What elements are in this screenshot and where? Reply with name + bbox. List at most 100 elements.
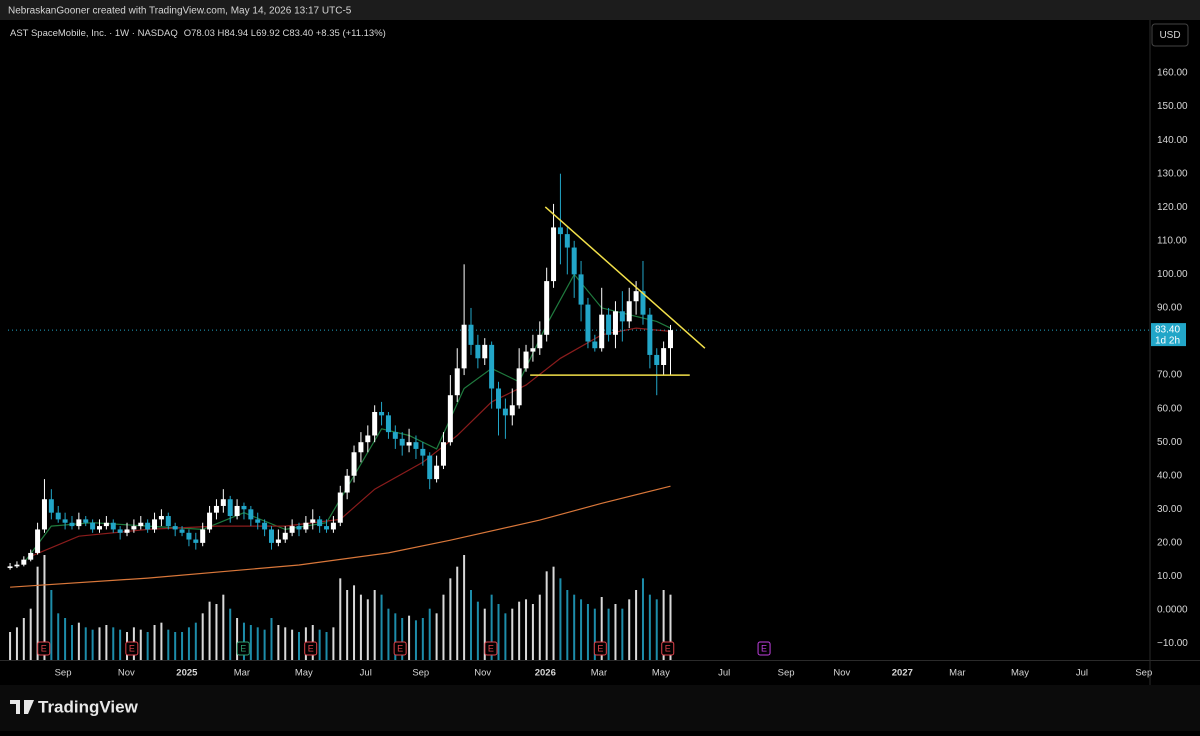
x-tick-label: Sep bbox=[1135, 668, 1152, 679]
volume-bar bbox=[284, 627, 287, 660]
candle-body bbox=[21, 559, 27, 565]
volume-bar bbox=[621, 608, 624, 660]
candle-body bbox=[379, 411, 385, 416]
candle-body bbox=[585, 304, 591, 342]
event-label: E bbox=[597, 643, 603, 653]
candle-body bbox=[7, 566, 13, 569]
y-tick-label: 100.00 bbox=[1157, 269, 1188, 280]
volume-bar bbox=[36, 566, 39, 660]
candle-body bbox=[564, 234, 570, 248]
currency-button[interactable] bbox=[1151, 23, 1189, 47]
y-tick-label: −10.00 bbox=[1157, 638, 1188, 649]
volume-bar bbox=[325, 632, 328, 660]
candle-body bbox=[241, 505, 247, 510]
x-tick-label: Mar bbox=[949, 668, 965, 679]
volume-bar bbox=[614, 604, 617, 660]
y-tick-label: 140.00 bbox=[1157, 135, 1188, 146]
candle-body bbox=[55, 512, 61, 520]
x-tick-label: Sep bbox=[778, 668, 795, 679]
trendline bbox=[544, 206, 706, 349]
brand: TradingView bbox=[38, 697, 139, 716]
candle-body bbox=[454, 368, 460, 396]
symbol: AST SpaceMobile, Inc. · 1W · NASDAQ bbox=[10, 28, 178, 39]
volume-bar bbox=[566, 590, 569, 660]
volume-bar bbox=[580, 599, 583, 660]
volume-bar bbox=[490, 594, 493, 660]
candle-body bbox=[48, 499, 54, 513]
x-tick-label: Mar bbox=[591, 668, 607, 679]
candle-body bbox=[83, 519, 89, 523]
candle-body bbox=[296, 526, 302, 530]
volume-bar bbox=[504, 613, 507, 660]
volume-bar bbox=[318, 629, 321, 660]
candle-body bbox=[496, 388, 502, 409]
volume-bar bbox=[22, 618, 25, 660]
volume-bar bbox=[57, 613, 60, 660]
volume-bar bbox=[442, 594, 445, 660]
volume-bar bbox=[105, 625, 108, 660]
volume-bar bbox=[511, 608, 514, 660]
candle-body bbox=[145, 522, 151, 530]
candle-body bbox=[385, 415, 391, 433]
candle-body bbox=[152, 519, 158, 530]
event-label: E bbox=[488, 643, 494, 653]
x-tick-label: Sep bbox=[412, 668, 429, 679]
candle-body bbox=[90, 522, 96, 530]
candle-body bbox=[502, 408, 508, 416]
volume-bar bbox=[408, 615, 411, 660]
y-tick-label: 40.00 bbox=[1157, 470, 1182, 481]
top-bar bbox=[0, 0, 1200, 20]
candle-body bbox=[172, 526, 178, 530]
candle-body bbox=[482, 344, 488, 359]
x-tick-label: Mar bbox=[234, 668, 250, 679]
candle-body bbox=[262, 522, 268, 530]
volume-bar bbox=[545, 571, 548, 660]
candle-body bbox=[179, 529, 185, 533]
axes: 160.00 150.00 140.00 130.00 120.00 110.00 100.… bbox=[55, 68, 1189, 679]
y-tick-label: 30.00 bbox=[1157, 504, 1182, 515]
volume-bar bbox=[84, 627, 87, 660]
volume-bar bbox=[242, 622, 245, 660]
candle-body bbox=[28, 552, 34, 560]
candle-body bbox=[578, 274, 584, 305]
candle-body bbox=[509, 405, 515, 416]
event-marker bbox=[236, 641, 250, 656]
y-tick-label: 120.00 bbox=[1157, 202, 1188, 213]
candle-body bbox=[557, 227, 563, 235]
volume-bar bbox=[277, 625, 280, 660]
volume-bar bbox=[497, 604, 500, 660]
volume-bar bbox=[483, 608, 486, 660]
y-tick-label: 150.00 bbox=[1157, 101, 1188, 112]
candle-body bbox=[619, 311, 625, 322]
candle-body bbox=[289, 526, 295, 533]
event-marker bbox=[304, 641, 318, 656]
candle-body bbox=[200, 529, 206, 543]
volume-bar bbox=[635, 590, 638, 660]
volume-bar bbox=[167, 629, 170, 660]
event-label: E bbox=[665, 643, 671, 653]
volume-bar bbox=[153, 625, 156, 660]
volume-bar bbox=[469, 590, 472, 660]
candle-body bbox=[303, 522, 309, 530]
y-tick-label: 130.00 bbox=[1157, 168, 1188, 179]
candle-body bbox=[62, 519, 68, 523]
volume-bar bbox=[559, 578, 562, 660]
volume-bar bbox=[70, 625, 73, 660]
candle-body bbox=[461, 324, 467, 369]
event-label: E bbox=[308, 643, 314, 653]
candle-body bbox=[406, 442, 412, 446]
currency[interactable]: USD bbox=[1159, 30, 1180, 41]
x-tick-label: Nov bbox=[118, 668, 135, 679]
volume-bar bbox=[518, 601, 521, 660]
candle-body bbox=[358, 442, 364, 453]
candle-body bbox=[399, 438, 405, 446]
volume-bar bbox=[607, 608, 610, 660]
volume-bar bbox=[215, 604, 218, 660]
candle-body bbox=[103, 522, 109, 527]
candle-body bbox=[447, 395, 453, 443]
volume-bar bbox=[414, 620, 417, 660]
candle-body bbox=[365, 435, 371, 443]
